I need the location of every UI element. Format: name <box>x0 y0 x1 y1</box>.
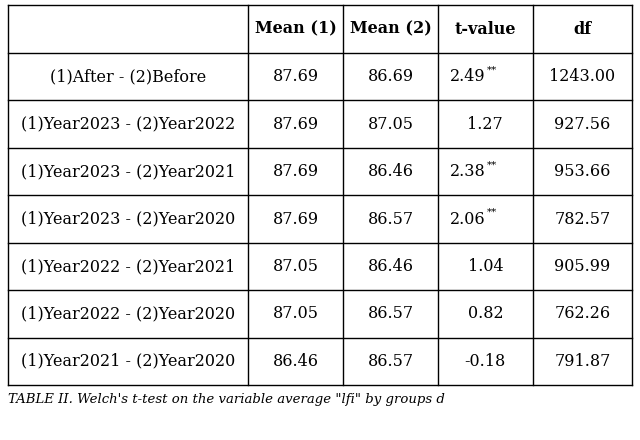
Text: 87.69: 87.69 <box>273 210 319 227</box>
Text: (1)Year2023 - (2)Year2020: (1)Year2023 - (2)Year2020 <box>21 210 236 227</box>
Text: df: df <box>573 21 591 37</box>
Text: 86.69: 86.69 <box>367 68 413 85</box>
Text: **: ** <box>486 208 497 217</box>
Text: 87.69: 87.69 <box>273 116 319 132</box>
Text: 1243.00: 1243.00 <box>549 68 616 85</box>
Text: 0.82: 0.82 <box>468 305 503 323</box>
Text: 86.46: 86.46 <box>367 258 413 275</box>
Text: (1)Year2023 - (2)Year2021: (1)Year2023 - (2)Year2021 <box>21 163 236 180</box>
Text: 87.69: 87.69 <box>273 163 319 180</box>
Text: **: ** <box>486 66 497 75</box>
Text: 86.46: 86.46 <box>273 353 319 370</box>
Text: **: ** <box>486 161 497 170</box>
Text: 782.57: 782.57 <box>554 210 611 227</box>
Text: 2.49: 2.49 <box>450 68 485 85</box>
Text: 905.99: 905.99 <box>554 258 611 275</box>
Text: t-value: t-value <box>454 21 516 37</box>
Text: 86.57: 86.57 <box>367 353 413 370</box>
Text: 87.69: 87.69 <box>273 68 319 85</box>
Text: Mean (2): Mean (2) <box>349 21 431 37</box>
Text: 953.66: 953.66 <box>554 163 611 180</box>
Text: 86.57: 86.57 <box>367 210 413 227</box>
Text: 1.04: 1.04 <box>468 258 503 275</box>
Text: (1)After - (2)Before: (1)After - (2)Before <box>50 68 206 85</box>
Text: 927.56: 927.56 <box>554 116 611 132</box>
Text: 87.05: 87.05 <box>273 305 319 323</box>
Text: TABLE II. Welch's t-test on the variable average "lfi" by groups d: TABLE II. Welch's t-test on the variable… <box>8 393 445 406</box>
Text: 86.46: 86.46 <box>367 163 413 180</box>
Text: Mean (1): Mean (1) <box>255 21 337 37</box>
Text: (1)Year2021 - (2)Year2020: (1)Year2021 - (2)Year2020 <box>21 353 236 370</box>
Text: 1.27: 1.27 <box>467 116 503 132</box>
Text: 2.38: 2.38 <box>450 163 485 180</box>
Text: 87.05: 87.05 <box>367 116 413 132</box>
Text: 86.57: 86.57 <box>367 305 413 323</box>
Text: (1)Year2023 - (2)Year2022: (1)Year2023 - (2)Year2022 <box>21 116 236 132</box>
Text: -0.18: -0.18 <box>465 353 506 370</box>
Text: 762.26: 762.26 <box>554 305 611 323</box>
Text: 791.87: 791.87 <box>554 353 611 370</box>
Text: (1)Year2022 - (2)Year2020: (1)Year2022 - (2)Year2020 <box>21 305 235 323</box>
Text: 87.05: 87.05 <box>273 258 319 275</box>
Text: (1)Year2022 - (2)Year2021: (1)Year2022 - (2)Year2021 <box>21 258 236 275</box>
Text: 2.06: 2.06 <box>450 210 485 227</box>
